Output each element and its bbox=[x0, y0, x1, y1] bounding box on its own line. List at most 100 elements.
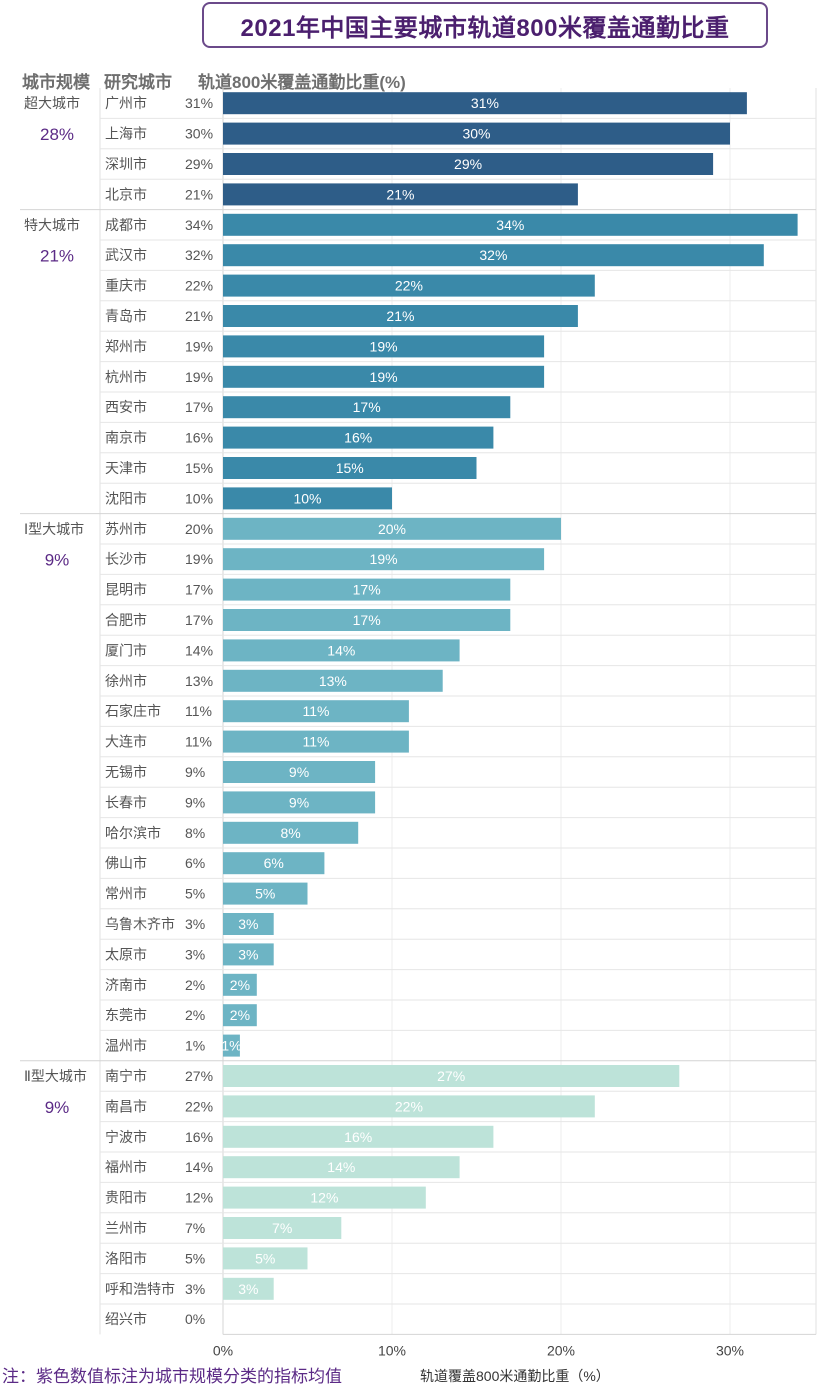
bar bbox=[223, 122, 730, 145]
bar bbox=[223, 244, 764, 267]
bar-data-label: 27% bbox=[437, 1068, 465, 1084]
value-label: 21% bbox=[185, 308, 213, 324]
city-label: 天津市 bbox=[105, 460, 147, 476]
city-label: 哈尔滨市 bbox=[105, 825, 161, 841]
value-label: 9% bbox=[185, 794, 205, 810]
x-tick-label: 30% bbox=[716, 1342, 744, 1358]
bar bbox=[223, 426, 494, 449]
bar bbox=[223, 609, 511, 631]
bar-data-label: 21% bbox=[386, 308, 414, 324]
bar bbox=[223, 1277, 274, 1300]
city-label: 长沙市 bbox=[105, 551, 147, 567]
bar-data-label: 14% bbox=[327, 1159, 355, 1175]
bar bbox=[223, 913, 274, 935]
bar-data-label: 3% bbox=[238, 946, 258, 962]
bar bbox=[223, 852, 325, 875]
x-tick-label: 20% bbox=[547, 1342, 575, 1358]
group-label: 超大城市 bbox=[24, 95, 80, 111]
city-label: 成都市 bbox=[105, 217, 147, 233]
bar-data-label: 16% bbox=[344, 1129, 372, 1145]
value-label: 19% bbox=[185, 551, 213, 567]
bar bbox=[223, 1217, 342, 1239]
bar-data-label: 19% bbox=[370, 369, 398, 385]
bar-data-label: 3% bbox=[238, 916, 258, 932]
header-research-city: 研究城市 bbox=[104, 73, 172, 92]
city-label: 武汉市 bbox=[105, 247, 147, 263]
value-label: 27% bbox=[185, 1068, 213, 1084]
value-label: 3% bbox=[185, 946, 205, 962]
value-label: 34% bbox=[185, 217, 213, 233]
value-label: 17% bbox=[185, 582, 213, 598]
header-measure: 轨道800米覆盖通勤比重(%) bbox=[198, 73, 406, 92]
bar bbox=[223, 1186, 426, 1209]
bar-data-label: 30% bbox=[462, 126, 490, 142]
value-label: 31% bbox=[185, 95, 213, 111]
value-label: 29% bbox=[185, 156, 213, 172]
value-label: 15% bbox=[185, 460, 213, 476]
bar-data-label: 16% bbox=[344, 430, 372, 446]
city-label: 洛阳市 bbox=[105, 1250, 147, 1266]
value-label: 2% bbox=[185, 977, 205, 993]
bar-data-label: 7% bbox=[272, 1220, 292, 1236]
city-label: 杭州市 bbox=[105, 369, 147, 385]
value-label: 3% bbox=[185, 1281, 205, 1297]
bar-data-label: 2% bbox=[230, 977, 250, 993]
bar-data-label: 19% bbox=[370, 551, 398, 567]
city-label: 南京市 bbox=[105, 430, 147, 446]
chart-title: 2021年中国主要城市轨道800米覆盖通勤比重 bbox=[202, 2, 768, 48]
value-label: 22% bbox=[185, 1098, 213, 1114]
city-label: 宁波市 bbox=[105, 1129, 147, 1145]
bar bbox=[223, 548, 545, 571]
bar bbox=[223, 1156, 460, 1179]
bar-data-label: 29% bbox=[454, 156, 482, 172]
value-label: 11% bbox=[185, 734, 212, 750]
city-label: 重庆市 bbox=[105, 278, 147, 294]
bar-data-label: 12% bbox=[310, 1190, 338, 1206]
value-label: 8% bbox=[185, 825, 205, 841]
bar bbox=[223, 213, 798, 236]
bar-data-label: 31% bbox=[471, 95, 499, 111]
bar bbox=[223, 153, 714, 175]
city-label: 温州市 bbox=[105, 1038, 147, 1054]
bar bbox=[223, 335, 545, 358]
city-label: 上海市 bbox=[105, 126, 147, 142]
bar bbox=[223, 1247, 308, 1270]
city-label: 大连市 bbox=[105, 734, 147, 750]
bar-data-label: 22% bbox=[395, 278, 423, 294]
bar-data-label: 14% bbox=[327, 642, 355, 658]
bar-data-label: 5% bbox=[255, 1250, 275, 1266]
bar-data-label: 22% bbox=[395, 1098, 423, 1114]
x-axis-title: 轨道覆盖800米通勤比重（%） bbox=[420, 1368, 610, 1384]
value-label: 17% bbox=[185, 612, 213, 628]
city-label: 佛山市 bbox=[105, 855, 147, 871]
bar bbox=[223, 1125, 494, 1148]
value-label: 5% bbox=[185, 1250, 205, 1266]
value-label: 9% bbox=[185, 764, 205, 780]
bar-data-label: 15% bbox=[336, 460, 364, 476]
group-mean-label: 9% bbox=[45, 551, 70, 570]
bar bbox=[223, 761, 376, 783]
bar bbox=[223, 457, 477, 479]
bar-data-label: 11% bbox=[302, 734, 329, 750]
city-label: 济南市 bbox=[105, 977, 147, 993]
city-label: 沈阳市 bbox=[105, 490, 147, 506]
city-label: 徐州市 bbox=[105, 673, 147, 689]
group-mean-label: 21% bbox=[40, 247, 74, 266]
value-label: 13% bbox=[185, 673, 213, 689]
city-label: 昆明市 bbox=[105, 582, 147, 598]
value-label: 22% bbox=[185, 278, 213, 294]
bar bbox=[223, 700, 409, 723]
city-label: 绍兴市 bbox=[105, 1311, 147, 1327]
footnote: 注：紫色数值标注为城市规模分类的指标均值 bbox=[2, 1367, 342, 1386]
city-label: 兰州市 bbox=[105, 1220, 147, 1236]
value-label: 17% bbox=[185, 399, 213, 415]
city-label: 合肥市 bbox=[105, 612, 147, 628]
city-label: 石家庄市 bbox=[105, 703, 161, 719]
bar bbox=[223, 578, 511, 601]
value-label: 6% bbox=[185, 855, 205, 871]
bar bbox=[223, 791, 376, 814]
bar-data-label: 17% bbox=[353, 399, 381, 415]
bar bbox=[223, 821, 359, 844]
value-label: 7% bbox=[185, 1220, 205, 1236]
